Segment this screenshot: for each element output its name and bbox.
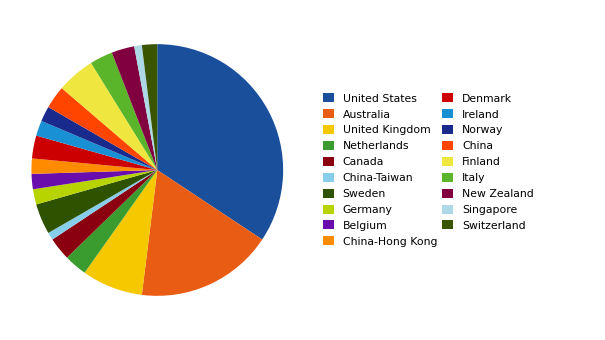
Wedge shape: [157, 44, 283, 239]
Wedge shape: [41, 107, 157, 170]
Wedge shape: [142, 44, 157, 170]
Wedge shape: [48, 170, 157, 239]
Wedge shape: [32, 136, 157, 170]
Wedge shape: [33, 170, 157, 204]
Wedge shape: [53, 170, 157, 258]
Wedge shape: [142, 170, 262, 296]
Wedge shape: [48, 88, 157, 170]
Wedge shape: [112, 46, 157, 170]
Legend: United States, Australia, United Kingdom, Netherlands, Canada, China-Taiwan, Swe: United States, Australia, United Kingdom…: [323, 94, 534, 246]
Wedge shape: [36, 121, 157, 170]
Wedge shape: [134, 45, 157, 170]
Wedge shape: [31, 170, 157, 189]
Wedge shape: [67, 170, 157, 273]
Wedge shape: [85, 170, 157, 295]
Wedge shape: [62, 63, 157, 170]
Wedge shape: [31, 158, 157, 174]
Wedge shape: [91, 53, 157, 170]
Wedge shape: [36, 170, 157, 233]
